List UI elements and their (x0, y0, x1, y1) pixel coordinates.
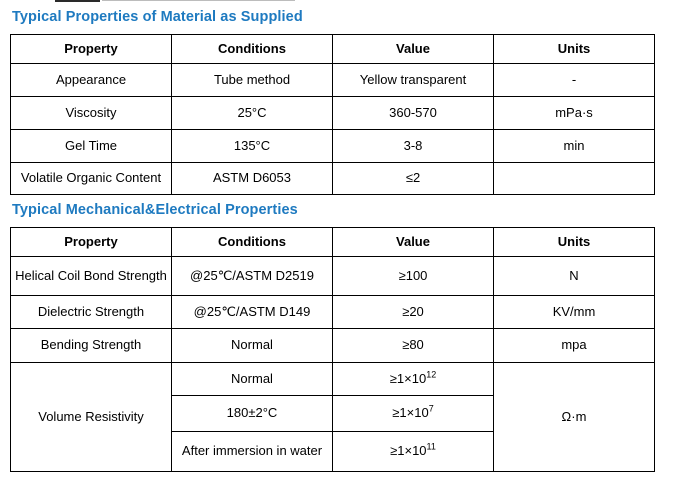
cell-conditions: Normal (171, 362, 333, 396)
cell-property: Bending Strength (10, 328, 172, 363)
header-property: Property (10, 34, 172, 64)
header-units: Units (493, 227, 655, 257)
cell-property: Dielectric Strength (10, 295, 172, 329)
cell-units: KV/mm (493, 295, 655, 329)
cell-conditions: Tube method (171, 63, 333, 97)
table-row: Dielectric Strength @25℃/ASTM D149 ≥20 K… (10, 295, 655, 329)
table-header-row: Property Conditions Value Units (10, 34, 655, 64)
cell-value: 360-570 (332, 96, 494, 130)
cell-conditions: 135°C (171, 129, 333, 163)
table-header-row: Property Conditions Value Units (10, 227, 655, 257)
value-base: ≥1×10 (392, 405, 429, 421)
header-value: Value (332, 227, 494, 257)
table-row: Volume Resistivity Normal ≥1×1012 Ω·m (10, 362, 655, 472)
cell-property: Viscosity (10, 96, 172, 130)
cell-value: ≥80 (332, 328, 494, 363)
crop-artifact-gray (102, 0, 295, 1)
cell-units: mpa (493, 328, 655, 363)
cell-conditions: 180±2°C (171, 395, 333, 432)
header-property: Property (10, 227, 172, 257)
cell-conditions: Normal (171, 328, 333, 363)
cell-value: ≤2 (332, 162, 494, 195)
cell-units: N (493, 256, 655, 296)
value-exponent: 7 (428, 404, 434, 415)
table-row: After immersion in water ≥1×1011 (11, 431, 655, 472)
table-supplied-properties: Property Conditions Value Units Appearan… (10, 34, 655, 195)
cell-property: Volatile Organic Content (10, 162, 172, 195)
cell-value: ≥1×107 (332, 395, 494, 432)
value-base: ≥1×10 (390, 443, 427, 459)
cell-units-volume-resistivity: Ω·m (493, 362, 655, 472)
cell-units: mPa·s (493, 96, 655, 130)
cell-value: ≥20 (332, 295, 494, 329)
table-row: 180±2°C ≥1×107 (11, 395, 655, 432)
cell-units: - (493, 63, 655, 97)
cell-property: Appearance (10, 63, 172, 97)
cell-property: Helical Coil Bond Strength (10, 256, 172, 296)
cell-property: Gel Time (10, 129, 172, 163)
header-units: Units (493, 34, 655, 64)
value-exponent: 12 (426, 369, 437, 380)
section1-title: Typical Properties of Material as Suppli… (12, 9, 303, 25)
table-row: Helical Coil Bond Strength @25℃/ASTM D25… (10, 256, 655, 296)
cell-value: ≥1×1011 (332, 431, 494, 472)
cell-conditions: @25℃/ASTM D2519 (171, 256, 333, 296)
table-row: Bending Strength Normal ≥80 mpa (10, 328, 655, 363)
table-mechanical-electrical-properties: Property Conditions Value Units Helical … (10, 227, 655, 472)
value-base: ≥1×10 (389, 370, 427, 386)
cell-units (493, 162, 655, 195)
cell-value: ≥100 (332, 256, 494, 296)
cell-value: Yellow transparent (332, 63, 494, 97)
header-value: Value (332, 34, 494, 64)
table-row: Appearance Tube method Yellow transparen… (10, 63, 655, 97)
value-exponent: 11 (426, 442, 436, 453)
document-body: Typical Properties of Material as Suppli… (10, 9, 655, 472)
cell-conditions: @25℃/ASTM D149 (171, 295, 333, 329)
cell-value: ≥1×1012 (332, 362, 494, 396)
section2-title: Typical Mechanical&Electrical Properties (12, 202, 298, 218)
cell-value: 3-8 (332, 129, 494, 163)
cell-conditions: ASTM D6053 (171, 162, 333, 195)
header-conditions: Conditions (171, 227, 333, 257)
cell-units: min (493, 129, 655, 163)
header-conditions: Conditions (171, 34, 333, 64)
table-row: Viscosity 25°C 360-570 mPa·s (10, 96, 655, 130)
table-row: Gel Time 135°C 3-8 min (10, 129, 655, 163)
cell-conditions: After immersion in water (171, 431, 333, 472)
table-row: Volatile Organic Content ASTM D6053 ≤2 (10, 162, 655, 195)
cell-property-volume-resistivity: Volume Resistivity (10, 362, 172, 472)
cell-conditions: 25°C (171, 96, 333, 130)
crop-artifact-dark (55, 0, 100, 2)
